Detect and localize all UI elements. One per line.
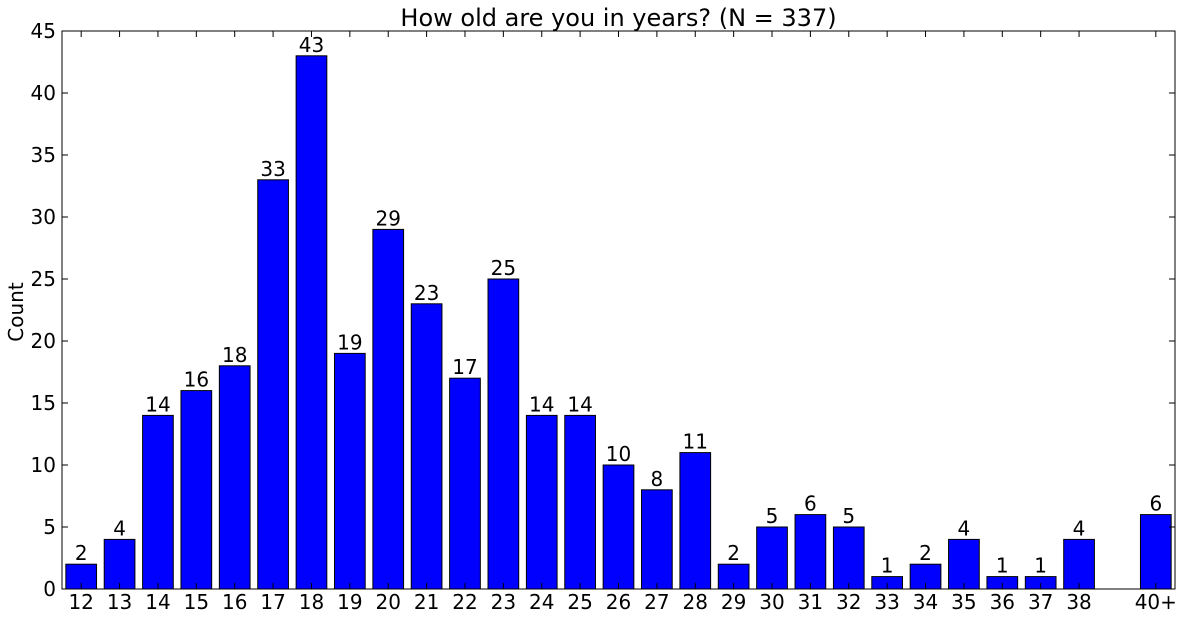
data-label-38: 4 [1073,516,1086,540]
x-tick-label-27: 27 [644,590,669,614]
data-label-31: 6 [804,492,817,516]
y-tick-label-20: 20 [31,329,56,353]
x-tick-label-38: 38 [1066,590,1091,614]
x-tick-label-16: 16 [222,590,247,614]
x-tick-label-25: 25 [567,590,592,614]
x-tick-label-21: 21 [414,590,439,614]
bar-38 [1063,538,1095,590]
bar-31 [794,514,827,590]
y-tick-label-40: 40 [31,81,56,105]
bar-24 [525,414,558,590]
data-label-35: 4 [958,516,971,540]
data-label-25: 14 [567,392,592,416]
y-tick-label-10: 10 [31,453,56,477]
data-label-16: 18 [222,343,247,367]
x-tick-label-15: 15 [184,590,209,614]
bar-19 [333,352,366,590]
bar-22 [449,377,481,590]
x-tick-label-23: 23 [491,590,516,614]
bar-27 [641,489,673,590]
x-tick-label-22: 22 [452,590,477,614]
y-tick-label-25: 25 [31,267,56,291]
x-tick-label-32: 32 [836,590,861,614]
x-tick-label-28: 28 [683,590,708,614]
data-label-26: 10 [606,442,631,466]
x-tick-label-12: 12 [68,590,93,614]
x-tick-label-31: 31 [798,590,823,614]
data-label-34: 2 [919,541,932,565]
x-tick-label-33: 33 [874,590,899,614]
y-tick-label-30: 30 [31,205,56,229]
bar-25 [564,414,596,590]
data-label-40+: 6 [1149,492,1162,516]
data-label-17: 33 [260,157,285,181]
x-tick-label-18: 18 [299,590,324,614]
x-tick-label-30: 30 [759,590,784,614]
data-label-14: 14 [145,392,170,416]
data-label-30: 5 [766,504,779,528]
x-tick-label-37: 37 [1028,590,1053,614]
x-tick-label-17: 17 [260,590,285,614]
x-tick-label-29: 29 [721,590,746,614]
bar-20 [372,228,405,590]
data-label-37: 1 [1034,554,1047,578]
bar-14 [142,414,174,590]
data-label-29: 2 [727,541,740,565]
bar-32 [832,526,865,590]
bar-21 [410,303,443,590]
data-label-21: 23 [414,281,439,305]
y-tick-label-15: 15 [31,391,56,415]
data-label-15: 16 [184,368,209,392]
bar-15 [180,390,213,590]
data-label-22: 17 [452,355,477,379]
bar-35 [948,538,980,590]
data-label-13: 4 [113,516,126,540]
x-tick-label-14: 14 [145,590,170,614]
bar-13 [103,538,136,590]
bar-30 [756,526,788,590]
data-label-32: 5 [842,504,855,528]
data-label-20: 29 [375,206,400,230]
y-tick-label-5: 5 [43,515,56,539]
data-label-19: 19 [337,330,362,354]
chart-title: How old are you in years? (N = 337) [400,4,837,32]
y-tick-label-0: 0 [43,577,56,601]
x-tick-label-40+: 40+ [1135,590,1177,614]
data-label-36: 1 [996,554,1009,578]
x-tick-label-34: 34 [913,590,938,614]
x-tick-label-20: 20 [375,590,400,614]
data-label-12: 2 [75,541,88,565]
data-label-33: 1 [881,554,894,578]
x-tick-label-26: 26 [606,590,631,614]
data-label-23: 25 [491,256,516,280]
x-tick-label-36: 36 [990,590,1015,614]
y-tick-label-45: 45 [31,19,56,43]
x-tick-label-13: 13 [107,590,132,614]
x-tick-label-24: 24 [529,590,554,614]
bar-28 [679,452,712,590]
bar-17 [257,179,289,590]
bar-26 [602,464,635,590]
x-tick-label-35: 35 [951,590,976,614]
y-tick-label-35: 35 [31,143,56,167]
bar-16 [218,365,251,590]
bar-23 [487,278,520,590]
data-label-24: 14 [529,392,554,416]
bar-18 [295,55,328,590]
bar-40+ [1139,514,1172,590]
x-tick-label-19: 19 [337,590,362,614]
data-label-28: 11 [683,430,708,454]
data-label-27: 8 [651,467,664,491]
